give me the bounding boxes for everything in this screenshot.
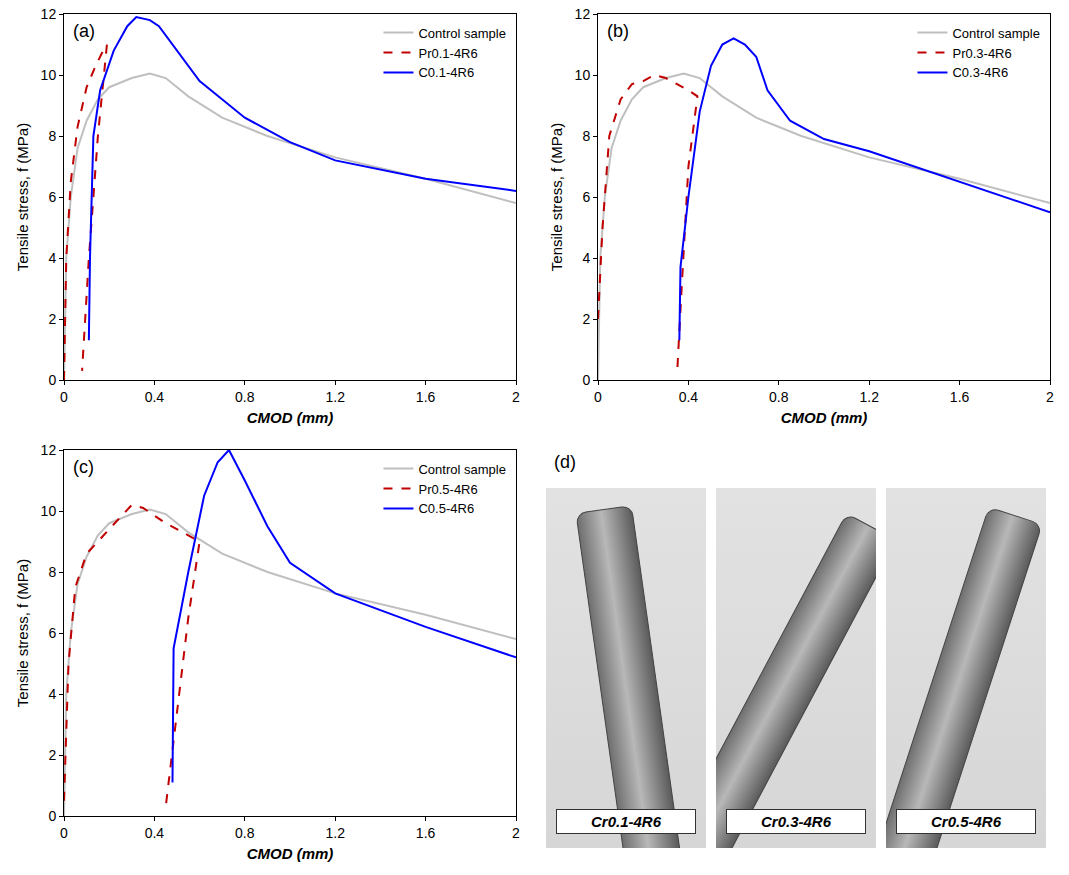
- svg-text:2: 2: [48, 311, 56, 327]
- svg-text:Control sample: Control sample: [952, 26, 1039, 41]
- svg-text:Control sample: Control sample: [418, 26, 505, 41]
- svg-text:Pr0.1-4R6: Pr0.1-4R6: [418, 46, 477, 61]
- svg-text:Pr0.3-4R6: Pr0.3-4R6: [952, 46, 1011, 61]
- svg-text:0.8: 0.8: [235, 389, 255, 405]
- svg-text:0: 0: [594, 389, 602, 405]
- svg-text:(b): (b): [607, 21, 629, 41]
- svg-text:C0.3-4R6: C0.3-4R6: [952, 65, 1008, 80]
- svg-text:12: 12: [575, 6, 591, 22]
- svg-text:(c): (c): [73, 457, 94, 477]
- svg-text:10: 10: [41, 67, 57, 83]
- svg-text:2: 2: [512, 825, 520, 841]
- svg-text:CMOD (mm): CMOD (mm): [247, 845, 334, 862]
- svg-text:1.6: 1.6: [416, 389, 436, 405]
- svg-text:(a): (a): [73, 21, 95, 41]
- svg-text:8: 8: [48, 128, 56, 144]
- svg-text:2: 2: [582, 311, 590, 327]
- svg-text:0: 0: [48, 372, 56, 388]
- svg-text:Tensile stress, f (MPa): Tensile stress, f (MPa): [14, 559, 31, 707]
- svg-text:2: 2: [48, 747, 56, 763]
- svg-text:6: 6: [48, 625, 56, 641]
- svg-text:0.4: 0.4: [145, 389, 165, 405]
- svg-text:0.4: 0.4: [145, 825, 165, 841]
- svg-text:1.6: 1.6: [950, 389, 970, 405]
- svg-text:4: 4: [48, 250, 56, 266]
- svg-text:10: 10: [41, 503, 57, 519]
- svg-text:12: 12: [41, 442, 57, 458]
- svg-text:8: 8: [48, 564, 56, 580]
- svg-text:Pr0.5-4R6: Pr0.5-4R6: [418, 482, 477, 497]
- svg-text:1.6: 1.6: [416, 825, 436, 841]
- svg-text:10: 10: [575, 67, 591, 83]
- svg-text:0: 0: [48, 808, 56, 824]
- svg-text:Tensile stress, f (MPa): Tensile stress, f (MPa): [14, 123, 31, 271]
- svg-text:4: 4: [48, 686, 56, 702]
- html-text:Cr0.5-4R6: Cr0.5-4R6: [931, 813, 1001, 830]
- svg-text:CMOD (mm): CMOD (mm): [247, 409, 334, 426]
- svg-text:4: 4: [582, 250, 590, 266]
- html-text:(d): (d): [554, 452, 576, 472]
- svg-text:6: 6: [582, 189, 590, 205]
- svg-text:C0.1-4R6: C0.1-4R6: [418, 65, 474, 80]
- svg-text:0.8: 0.8: [235, 825, 255, 841]
- svg-text:2: 2: [512, 389, 520, 405]
- html-text:Cr0.1-4R6: Cr0.1-4R6: [591, 813, 661, 830]
- html-text:Cr0.3-4R6: Cr0.3-4R6: [761, 813, 831, 830]
- svg-text:1.2: 1.2: [859, 389, 879, 405]
- svg-text:0: 0: [60, 825, 68, 841]
- svg-text:6: 6: [48, 189, 56, 205]
- svg-text:CMOD (mm): CMOD (mm): [781, 409, 868, 426]
- svg-text:2: 2: [1046, 389, 1054, 405]
- svg-text:0.8: 0.8: [769, 389, 789, 405]
- svg-text:0.4: 0.4: [679, 389, 699, 405]
- svg-text:1.2: 1.2: [325, 389, 345, 405]
- svg-text:1.2: 1.2: [325, 825, 345, 841]
- svg-text:12: 12: [41, 6, 57, 22]
- svg-text:C0.5-4R6: C0.5-4R6: [418, 501, 474, 516]
- svg-text:Tensile stress, f (MPa): Tensile stress, f (MPa): [548, 123, 565, 271]
- svg-text:0: 0: [60, 389, 68, 405]
- svg-text:Control sample: Control sample: [418, 462, 505, 477]
- svg-text:0: 0: [582, 372, 590, 388]
- svg-text:8: 8: [582, 128, 590, 144]
